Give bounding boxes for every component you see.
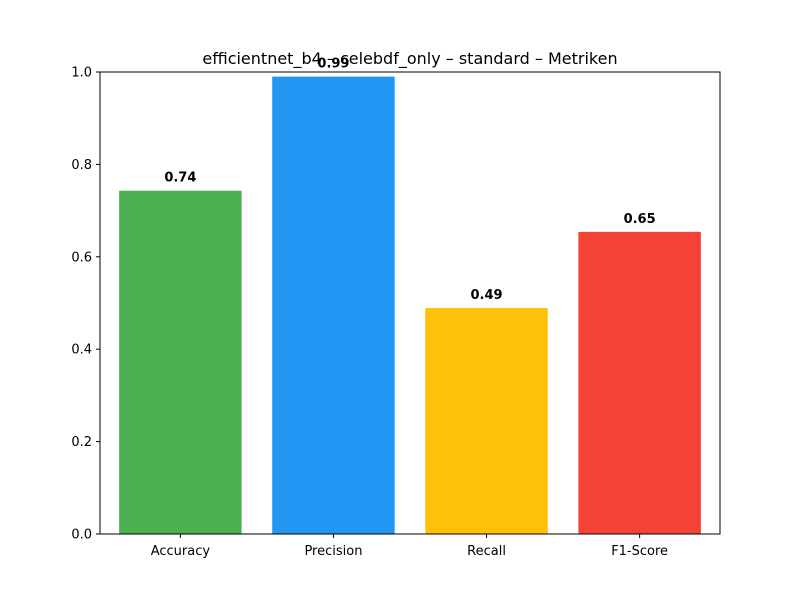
value-label: 0.99 — [317, 57, 349, 72]
y-tick-label: 0.2 — [71, 435, 92, 450]
bars-layer — [119, 76, 701, 535]
y-tick-label: 0.8 — [71, 158, 92, 173]
y-tick-label: 0.4 — [71, 343, 92, 358]
y-tick-label: 0.0 — [71, 528, 92, 543]
y-tick-label: 0.6 — [71, 250, 92, 265]
ticks-layer: Accuracy Precision Recall F1-Score 0.0 0.2 0.4… — [71, 66, 668, 560]
y-tick-label: 1.0 — [71, 66, 92, 81]
value-labels-layer: 0.74 0.99 0.49 0.65 — [164, 57, 655, 303]
x-tick-label: Precision — [304, 544, 362, 559]
x-tick-label: Accuracy — [151, 544, 211, 559]
value-label: 0.49 — [471, 288, 503, 303]
bar-accuracy — [119, 190, 242, 534]
chart-title: efficientnet_b4 – celebdf_only – standar… — [202, 49, 617, 69]
x-tick-label: F1-Score — [611, 544, 668, 559]
bar-f1-score — [578, 231, 701, 535]
axes-layer — [99, 71, 721, 535]
bar-recall — [425, 308, 548, 534]
x-tick-label: Recall — [467, 544, 506, 559]
value-label: 0.65 — [624, 212, 656, 227]
value-label: 0.74 — [164, 171, 196, 186]
plot-frame — [99, 71, 721, 535]
bar-precision — [272, 76, 395, 535]
